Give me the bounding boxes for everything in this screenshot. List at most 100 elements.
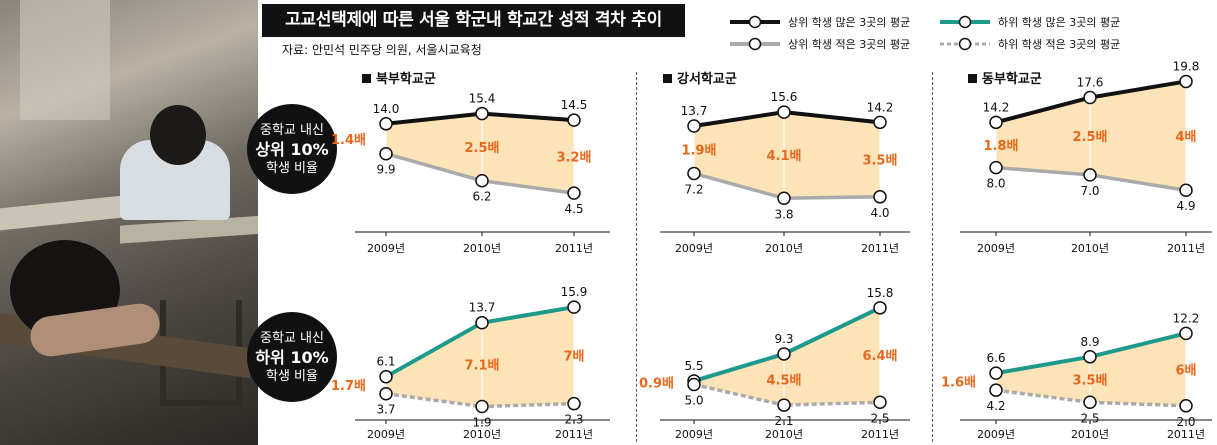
x-tick-label: 2011년	[861, 242, 899, 255]
ratio-label: 6.4배	[863, 348, 898, 364]
ratio-label: 1.6배	[941, 375, 976, 391]
data-label-high: 14.2	[983, 100, 1010, 114]
data-label-low: 2.5	[1080, 411, 1099, 425]
legend-item-bottom-few: 하위 학생 적은 3곳의 평균	[938, 36, 1120, 52]
data-label-high: 6.6	[986, 351, 1005, 365]
data-label-low: 4.9	[1176, 199, 1195, 213]
ratio-label: 1.8배	[984, 138, 1019, 154]
data-point-high	[777, 105, 791, 119]
data-point-low	[1083, 395, 1097, 409]
legend-gray-solid-icon	[730, 37, 780, 51]
data-point-high	[475, 315, 489, 330]
ratio-label: 3.5배	[863, 153, 898, 169]
data-label-high: 15.6	[771, 90, 798, 104]
data-label-high: 15.4	[469, 92, 496, 106]
data-point-high	[989, 366, 1003, 380]
legend-label: 하위 학생 적은 3곳의 평균	[998, 38, 1121, 51]
data-label-high: 13.7	[469, 301, 496, 315]
data-label-high: 17.6	[1077, 76, 1104, 90]
ratio-label: 3.5배	[1073, 373, 1108, 389]
district-heading: 강서학교군	[677, 71, 737, 87]
column-separator	[636, 72, 637, 442]
ratio-label: 4.1배	[767, 148, 802, 164]
data-label-high: 6.1	[376, 355, 395, 369]
district-heading: 동부학교군	[982, 71, 1042, 87]
legend-item-bottom-many: 하위 학생 많은 3곳의 평균	[938, 14, 1120, 30]
data-label-low: 7.0	[1080, 184, 1099, 198]
data-label-high: 12.2	[1173, 311, 1200, 325]
ratio-label: 2.5배	[1073, 129, 1108, 145]
data-point-high	[567, 113, 581, 127]
legend-label: 상위 학생 많은 3곳의 평균	[788, 16, 911, 29]
data-point-high	[379, 117, 393, 131]
ratio-label: 2.5배	[465, 140, 500, 156]
data-point-low	[989, 383, 1003, 397]
data-label-high: 14.0	[373, 102, 400, 116]
data-label-low: 8.0	[986, 177, 1005, 191]
x-tick-label: 2011년	[1167, 242, 1205, 255]
gap-area	[996, 81, 1186, 191]
ratio-label: 7.1배	[465, 358, 500, 374]
data-point-high	[1083, 90, 1097, 105]
data-label-low: 2.1	[774, 414, 793, 428]
gap-area	[996, 333, 1186, 406]
data-label-low: 1.9	[472, 416, 491, 430]
data-label-high: 14.2	[867, 100, 894, 114]
data-label-high: 13.7	[681, 104, 708, 118]
data-point-low	[1179, 183, 1193, 197]
data-label-high: 14.5	[561, 98, 588, 112]
data-label-high: 15.8	[867, 286, 894, 300]
x-tick-label: 2010년	[463, 428, 501, 441]
row-label-line: 학생 비율	[266, 368, 318, 384]
x-tick-label: 2010년	[765, 242, 803, 255]
gap-area	[386, 113, 574, 194]
data-point-low	[989, 160, 1003, 175]
data-point-low	[873, 395, 887, 409]
x-tick-label: 2011년	[555, 428, 593, 441]
data-point-high	[989, 115, 1003, 130]
data-label-high: 19.8	[1173, 59, 1200, 73]
data-point-low	[379, 386, 393, 401]
data-label-low: 9.9	[376, 163, 395, 177]
row-label-line: 중학교 내신	[260, 330, 324, 346]
data-label-high: 5.5	[684, 359, 703, 373]
data-label-low: 3.8	[774, 207, 793, 221]
data-point-low	[567, 186, 581, 200]
gap-area	[386, 307, 574, 407]
gap-area	[694, 112, 880, 199]
classroom-photo	[0, 0, 258, 445]
x-tick-label: 2009년	[367, 242, 405, 255]
x-tick-label: 2010년	[1071, 242, 1109, 255]
x-tick-label: 2009년	[367, 428, 405, 441]
data-point-high	[567, 300, 581, 314]
legend-teal-solid-icon	[940, 15, 990, 29]
data-point-high	[1179, 74, 1193, 89]
legend-item-top-many: 상위 학생 많은 3곳의 평균	[728, 14, 910, 30]
data-label-low: 2.5	[870, 411, 889, 425]
x-tick-label: 2010년	[1071, 428, 1109, 441]
data-label-low: 7.2	[684, 182, 703, 196]
x-tick-label: 2011년	[555, 242, 593, 255]
ratio-label: 0.9배	[639, 376, 674, 392]
x-tick-label: 2009년	[977, 242, 1015, 255]
data-label-high: 9.3	[774, 332, 793, 346]
x-tick-label: 2010년	[765, 428, 803, 441]
data-point-high	[379, 369, 393, 384]
data-point-high	[1179, 326, 1193, 341]
x-tick-label: 2011년	[861, 428, 899, 441]
data-label-low: 2.0	[1176, 415, 1195, 429]
legend-black-solid-icon	[730, 15, 780, 29]
data-label-low: 2.3	[564, 413, 583, 427]
legend-item-top-few: 상위 학생 적은 3곳의 평균	[728, 36, 910, 52]
ratio-label: 6배	[1175, 363, 1196, 379]
data-label-high: 15.9	[561, 285, 588, 299]
row-label-top10: 중학교 내신 상위 10% 학생 비율	[247, 104, 337, 194]
data-label-low: 4.2	[986, 399, 1005, 413]
row-label-line: 학생 비율	[266, 160, 318, 176]
row-label-emphasis: 상위 10%	[255, 139, 329, 159]
ratio-label: 7배	[563, 348, 584, 364]
data-label-low: 3.7	[376, 403, 395, 417]
column-separator	[932, 72, 933, 442]
legend-label: 상위 학생 적은 3곳의 평균	[788, 38, 911, 51]
x-tick-label: 2009년	[675, 428, 713, 441]
